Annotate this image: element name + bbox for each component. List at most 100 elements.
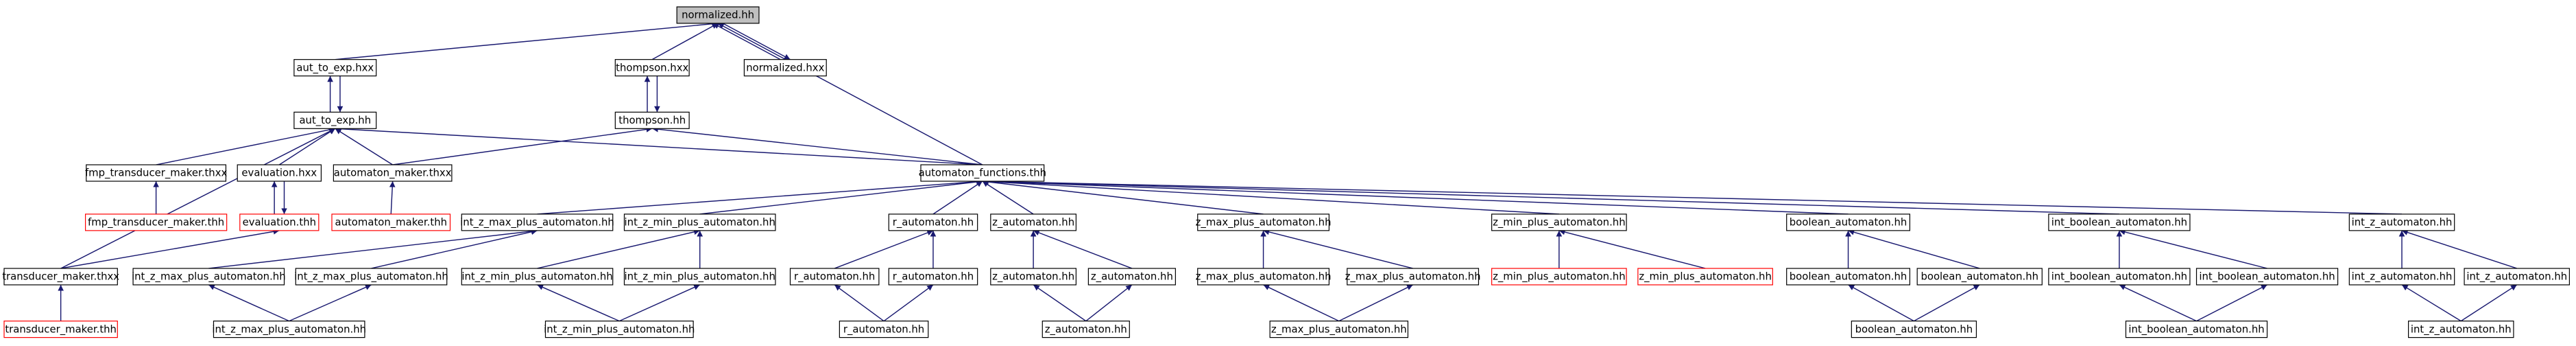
node-label: int_z_automaton.hh <box>2352 270 2453 283</box>
edge <box>278 128 336 165</box>
edge <box>619 284 701 322</box>
node-box <box>461 214 614 231</box>
node-label: automaton_maker.thxx <box>334 167 452 179</box>
edge <box>982 178 1559 215</box>
edge <box>717 23 983 165</box>
edge <box>335 21 719 60</box>
node-label: int_z_max_plus_automaton.hh <box>460 216 614 229</box>
edge <box>982 178 2403 215</box>
node-box <box>839 321 929 338</box>
node-label: r_automaton.hh <box>794 270 875 283</box>
node-box <box>333 164 453 182</box>
node-box <box>239 214 320 231</box>
edge <box>982 178 1264 215</box>
edge <box>651 23 719 60</box>
node-label: boolean_automaton.hh <box>1790 216 1907 229</box>
node-box <box>990 268 1077 286</box>
node-box <box>623 268 776 286</box>
edge <box>335 126 983 165</box>
node-label: int_z_min_plus_automaton.hh <box>544 323 695 335</box>
node-label: z_automaton.hh <box>1091 270 1173 283</box>
edge <box>932 181 983 215</box>
edge <box>652 126 983 165</box>
edge <box>834 284 884 322</box>
node-label: fmp_transducer_maker.thh <box>88 216 224 229</box>
node-label: z_max_plus_automaton.hh <box>1196 216 1332 229</box>
edge <box>1033 284 1087 322</box>
node-box <box>2348 268 2455 286</box>
edge <box>2196 284 2267 322</box>
node-box <box>213 321 365 338</box>
node-label: int_boolean_automaton.hh <box>2199 270 2335 283</box>
edge <box>1848 229 1980 269</box>
edge <box>392 126 653 165</box>
node-label: int_z_min_plus_automaton.hh <box>625 270 775 283</box>
node-label: normalized.hxx <box>746 61 824 73</box>
node-label: int_z_automaton.hh <box>2411 323 2512 335</box>
node-box <box>2125 321 2268 338</box>
node-label: int_z_min_plus_automaton.hh <box>461 270 612 283</box>
node-box <box>2464 268 2571 286</box>
node-label: z_automaton.hh <box>992 216 1074 229</box>
node-box <box>743 59 827 77</box>
node-box <box>295 268 448 286</box>
node-label: transducer_maker.thh <box>5 323 117 335</box>
edge <box>156 126 335 165</box>
edge <box>982 178 1849 215</box>
node-label: z_automaton.hh <box>1045 323 1127 335</box>
node-box <box>888 214 978 231</box>
edges <box>58 21 2518 322</box>
node-label: aut_to_exp.hh <box>299 114 371 126</box>
edge <box>537 178 983 215</box>
edge <box>1338 284 1413 322</box>
node-box <box>3 321 118 338</box>
node-label: int_z_max_plus_automaton.hh <box>294 270 448 283</box>
node-label: boolean_automaton.hh <box>1855 323 1973 335</box>
edge <box>389 181 396 214</box>
edge <box>1848 284 1914 322</box>
node-box <box>1269 321 1409 338</box>
edge <box>208 284 289 322</box>
edge <box>1558 229 1706 269</box>
node-box <box>1491 268 1627 286</box>
edge <box>2119 284 2197 322</box>
edge <box>2401 229 2517 269</box>
node-box <box>461 268 614 286</box>
nodes: normalized.hh aut_to_exp.hxx thompson.hxx n… <box>2 6 2571 338</box>
edge <box>537 284 620 322</box>
node-label: aut_to_exp.hxx <box>296 61 374 73</box>
edge <box>60 229 280 269</box>
edge <box>537 229 700 269</box>
node-label: boolean_automaton.hh <box>1921 270 2038 283</box>
node-box <box>2048 214 2191 231</box>
edge <box>982 178 2119 215</box>
node-box <box>84 214 228 231</box>
node-label: int_z_automaton.hh <box>2466 270 2567 283</box>
node-label: evaluation.thh <box>243 216 316 229</box>
node-box <box>888 268 978 286</box>
node-label: thompson.hh <box>618 114 686 126</box>
node-label: evaluation.hxx <box>241 167 317 179</box>
edge <box>1263 284 1340 322</box>
edge <box>982 181 1034 215</box>
node-box <box>132 268 285 286</box>
node-label: int_z_max_plus_automaton.hh <box>212 323 366 335</box>
node-label: int_z_min_plus_automaton.hh <box>625 216 775 229</box>
node-box <box>676 6 760 24</box>
node-label: z_max_plus_automaton.hh <box>1345 270 1481 283</box>
node-box <box>544 321 694 338</box>
node-label: boolean_automaton.hh <box>1790 270 1907 283</box>
node-box <box>623 214 776 231</box>
node-box <box>1491 214 1627 231</box>
edge <box>2460 284 2518 322</box>
edge <box>699 178 983 215</box>
node-box <box>1786 214 1911 231</box>
edge <box>1085 284 1133 322</box>
edge <box>712 23 781 60</box>
node-label: z_max_plus_automaton.hh <box>1271 323 1407 335</box>
edge <box>1263 229 1413 269</box>
node-box <box>3 268 118 286</box>
edge <box>834 229 934 269</box>
node-label: z_min_plus_automaton.hh <box>1493 216 1626 229</box>
edge <box>60 128 336 269</box>
